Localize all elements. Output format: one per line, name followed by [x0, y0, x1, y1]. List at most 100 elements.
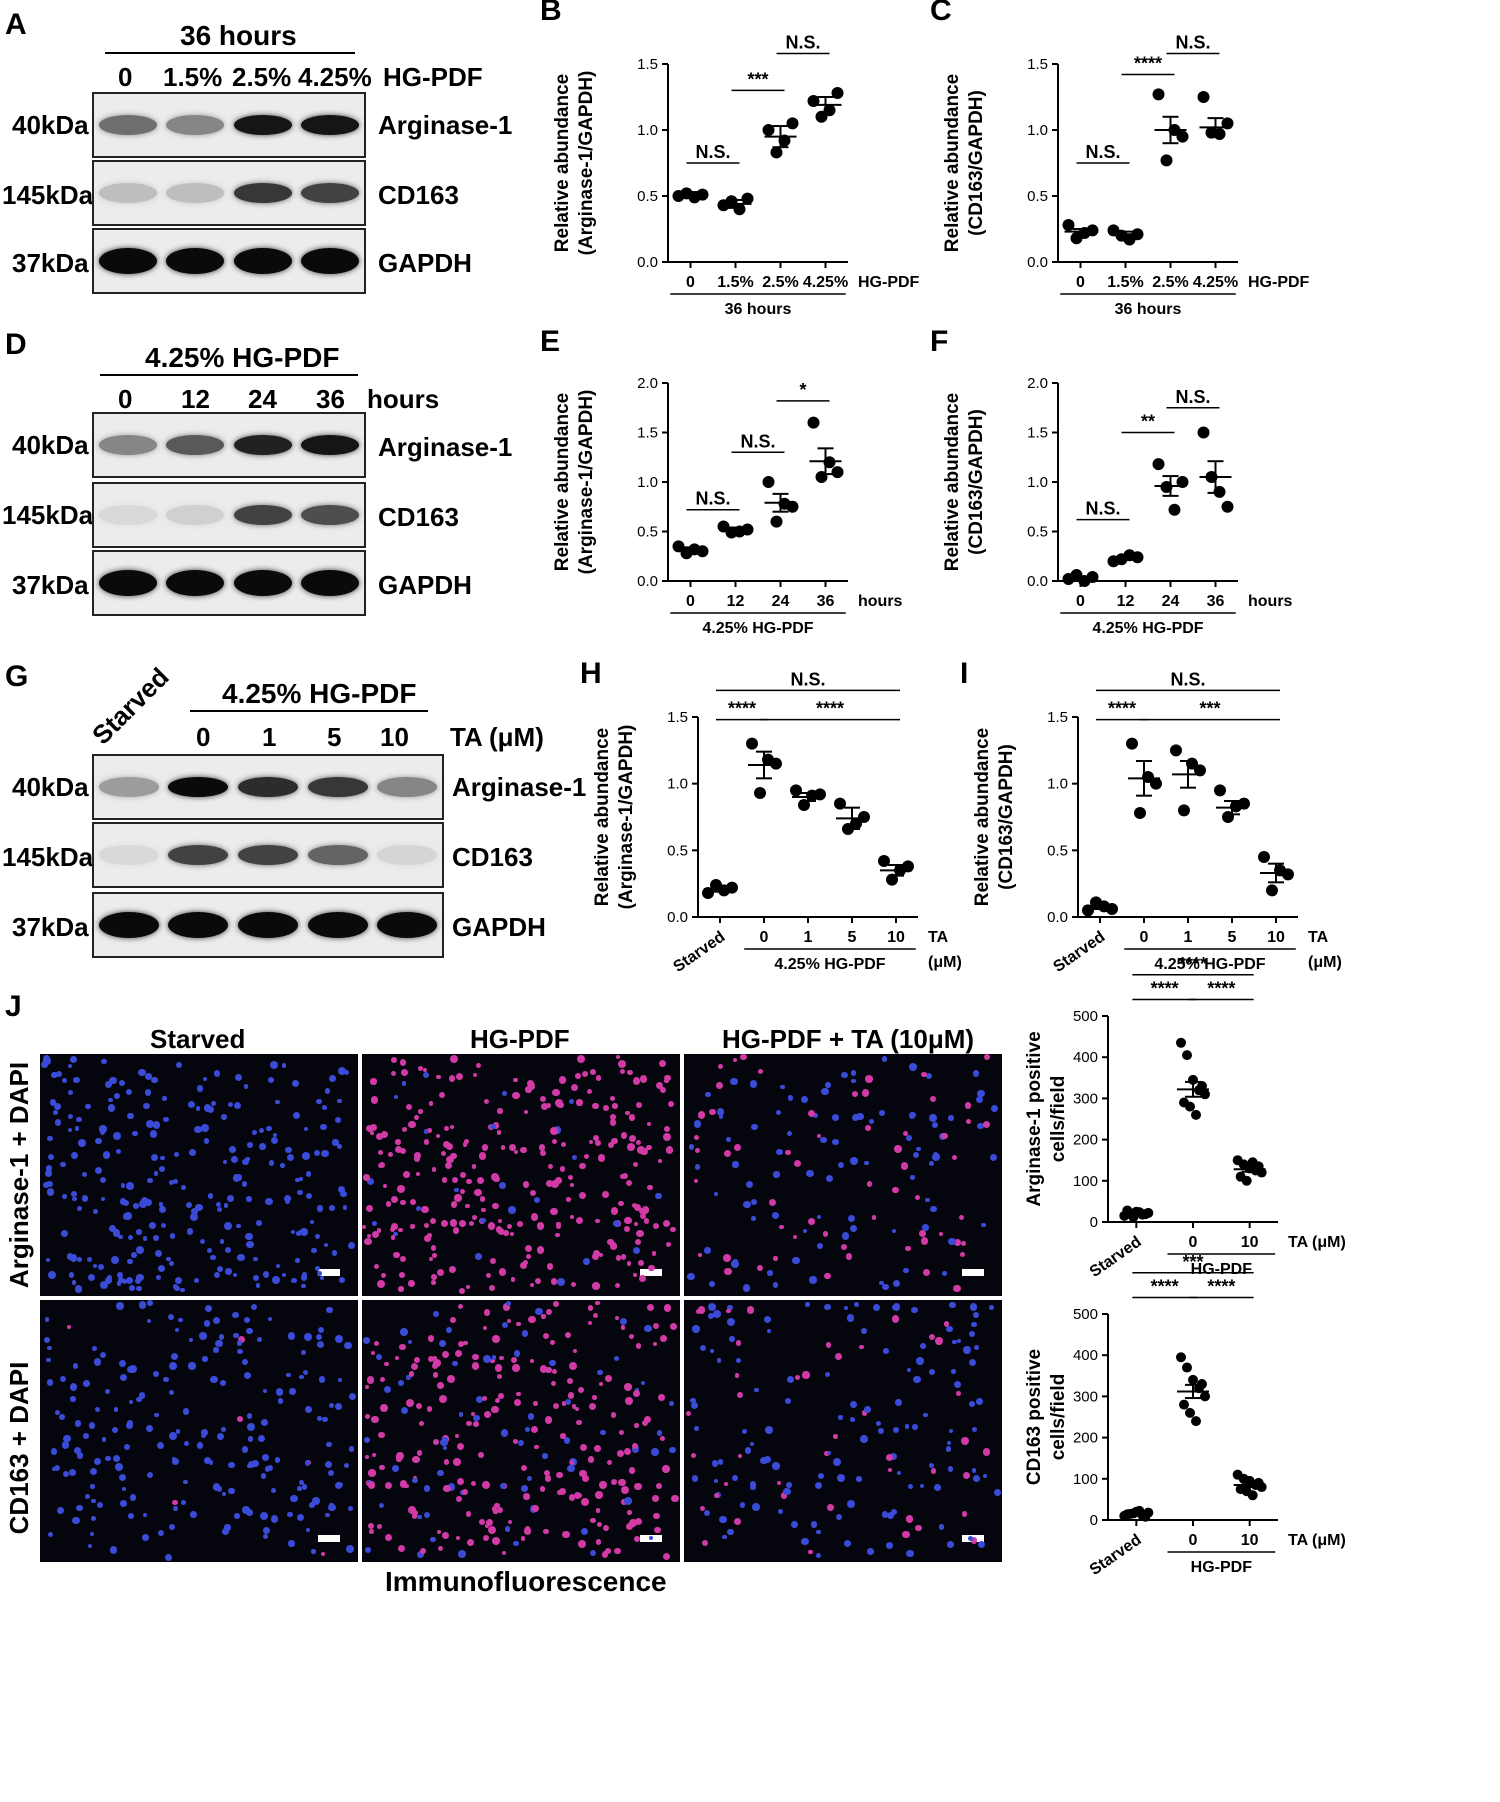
- cell-nucleus: [58, 1414, 65, 1420]
- cell-nucleus: [76, 1257, 82, 1262]
- y-tick-label: 500: [1073, 1008, 1098, 1025]
- x-axis-suffix: (μM): [928, 954, 962, 971]
- cell-nucleus: [734, 1373, 740, 1378]
- cell-nucleus: [647, 1303, 655, 1311]
- cell-nucleus: [123, 1213, 130, 1220]
- cell-nucleus: [494, 1363, 503, 1372]
- panel-label-a: A: [5, 8, 27, 41]
- panel-label-h: H: [580, 657, 602, 690]
- cell-nucleus: [223, 1160, 228, 1165]
- cell-nucleus: [164, 1553, 172, 1561]
- cell-nucleus: [507, 1223, 513, 1230]
- cell-nucleus: [399, 1272, 406, 1279]
- cell-nucleus: [88, 1422, 96, 1429]
- cell-nucleus: [436, 1074, 442, 1080]
- cell-nucleus: [629, 1518, 637, 1527]
- cell-nucleus: [152, 1120, 161, 1129]
- cell-nucleus: [257, 1337, 263, 1343]
- cell-nucleus: [729, 1336, 735, 1342]
- cell-nucleus: [651, 1251, 657, 1256]
- cell-nucleus: [432, 1372, 439, 1378]
- significance-label: ****: [1207, 979, 1235, 999]
- cell-nucleus: [972, 1311, 980, 1319]
- cell-nucleus: [120, 1183, 125, 1188]
- cell-nucleus: [967, 1536, 973, 1542]
- cell-nucleus: [552, 1402, 560, 1410]
- cell-nucleus: [970, 1537, 977, 1544]
- cell-nucleus: [395, 1139, 401, 1145]
- cell-nucleus: [315, 1333, 322, 1340]
- cell-nucleus: [502, 1090, 508, 1097]
- cell-nucleus: [306, 1527, 311, 1532]
- cell-nucleus: [135, 1277, 142, 1284]
- cell-nucleus: [838, 1415, 843, 1420]
- cell-nucleus: [368, 1469, 376, 1477]
- cell-nucleus: [524, 1526, 530, 1532]
- cell-nucleus: [97, 1501, 104, 1508]
- cell-nucleus: [733, 1144, 741, 1152]
- cell-nucleus: [492, 1335, 500, 1343]
- cell-nucleus: [618, 1478, 626, 1487]
- cell-nucleus: [930, 1205, 937, 1213]
- cell-nucleus: [459, 1171, 467, 1179]
- cell-nucleus: [237, 1335, 246, 1343]
- cell-nucleus: [816, 1214, 821, 1219]
- cell-nucleus: [508, 1205, 516, 1214]
- cell-nucleus: [621, 1325, 626, 1330]
- cell-nucleus: [727, 1304, 734, 1311]
- cell-nucleus: [687, 1272, 695, 1281]
- cell-nucleus: [379, 1376, 385, 1383]
- cell-nucleus: [450, 1201, 457, 1208]
- cell-nucleus: [482, 1535, 489, 1542]
- significance-label: N.S.: [1085, 142, 1120, 162]
- y-tick-label: 1.0: [637, 122, 658, 139]
- cell-nucleus: [70, 1152, 78, 1160]
- cell-nucleus: [652, 1341, 658, 1347]
- y-axis-label-line: (CD163/GAPDH): [996, 744, 1017, 890]
- significance-label: N.S.: [1175, 387, 1210, 407]
- cell-nucleus: [454, 1349, 463, 1358]
- cell-nucleus: [72, 1363, 79, 1369]
- cell-nucleus: [171, 1352, 179, 1361]
- cell-nucleus: [158, 1265, 166, 1273]
- cell-nucleus: [582, 1475, 589, 1483]
- cell-nucleus: [655, 1192, 662, 1200]
- cell-nucleus: [105, 1455, 112, 1462]
- data-point: [1178, 804, 1190, 817]
- blot-a-lane: 0: [118, 62, 133, 92]
- y-tick-label: 1.0: [1027, 474, 1048, 491]
- cell-nucleus: [621, 1172, 629, 1179]
- cell-nucleus: [896, 1470, 902, 1475]
- if-row-arginase: Arginase-1 + DAPI: [4, 1061, 34, 1289]
- cell-nucleus: [69, 1254, 78, 1263]
- cell-nucleus: [311, 1247, 317, 1254]
- y-tick-label: 1.0: [1047, 776, 1068, 793]
- cell-nucleus: [334, 1335, 343, 1344]
- cell-nucleus: [617, 1059, 626, 1068]
- data-point: [1176, 130, 1189, 143]
- cell-nucleus: [475, 1396, 483, 1404]
- cell-nucleus: [304, 1332, 312, 1341]
- cell-nucleus: [497, 1228, 505, 1235]
- cell-nucleus: [462, 1142, 468, 1148]
- cell-nucleus: [378, 1502, 384, 1508]
- cell-nucleus: [62, 1077, 68, 1084]
- cell-nucleus: [749, 1080, 758, 1088]
- cell-nucleus: [975, 1095, 984, 1104]
- cell-nucleus: [75, 1504, 83, 1512]
- x-tick-label: 10: [887, 929, 905, 946]
- cell-nucleus: [71, 1280, 76, 1285]
- y-axis-label-line: (Arginase-1/GAPDH): [576, 390, 597, 575]
- data-point: [1176, 1352, 1186, 1363]
- cell-nucleus: [499, 1356, 504, 1361]
- cell-nucleus: [498, 1219, 503, 1224]
- blot-a-protein: Arginase-1: [378, 110, 513, 140]
- cell-nucleus: [905, 1245, 911, 1252]
- cell-nucleus: [402, 1126, 408, 1132]
- cell-nucleus: [313, 1150, 320, 1157]
- cell-nucleus: [919, 1342, 926, 1349]
- blot-d-condition: 4.25% HG-PDF: [145, 342, 340, 373]
- cell-nucleus: [326, 1306, 333, 1314]
- cell-nucleus: [749, 1481, 757, 1488]
- cell-nucleus: [321, 1552, 326, 1557]
